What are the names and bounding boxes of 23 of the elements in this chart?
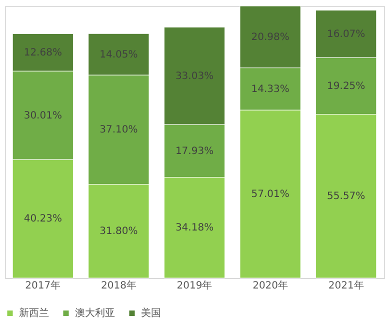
x-tick-label: 2021年 xyxy=(328,280,364,292)
data-label: 12.68% xyxy=(24,47,62,58)
data-label: 20.98% xyxy=(251,32,290,43)
data-label: 30.01% xyxy=(24,110,62,122)
x-tick-label: 2018年 xyxy=(100,280,136,292)
legend-label: 澳大利亚 xyxy=(75,307,115,320)
data-label: 55.57% xyxy=(327,191,366,202)
data-label: 14.33% xyxy=(251,84,290,95)
data-label: 31.80% xyxy=(100,226,138,238)
legend-label: 新西兰 xyxy=(19,307,49,320)
data-label: 14.05% xyxy=(100,49,138,60)
data-label: 57.01% xyxy=(251,189,290,200)
data-label: 16.07% xyxy=(327,28,366,40)
legend-label: 美国 xyxy=(141,307,161,320)
x-tick-label: 2017年 xyxy=(25,280,61,292)
data-label: 17.93% xyxy=(175,146,214,157)
x-tick-label: 2019年 xyxy=(176,280,212,292)
data-label: 34.18% xyxy=(175,222,214,234)
data-label: 19.25% xyxy=(327,80,366,92)
data-label: 33.03% xyxy=(175,70,214,82)
data-label: 37.10% xyxy=(100,124,138,136)
x-tick-label: 2020年 xyxy=(252,280,288,292)
data-label: 40.23% xyxy=(24,214,62,225)
